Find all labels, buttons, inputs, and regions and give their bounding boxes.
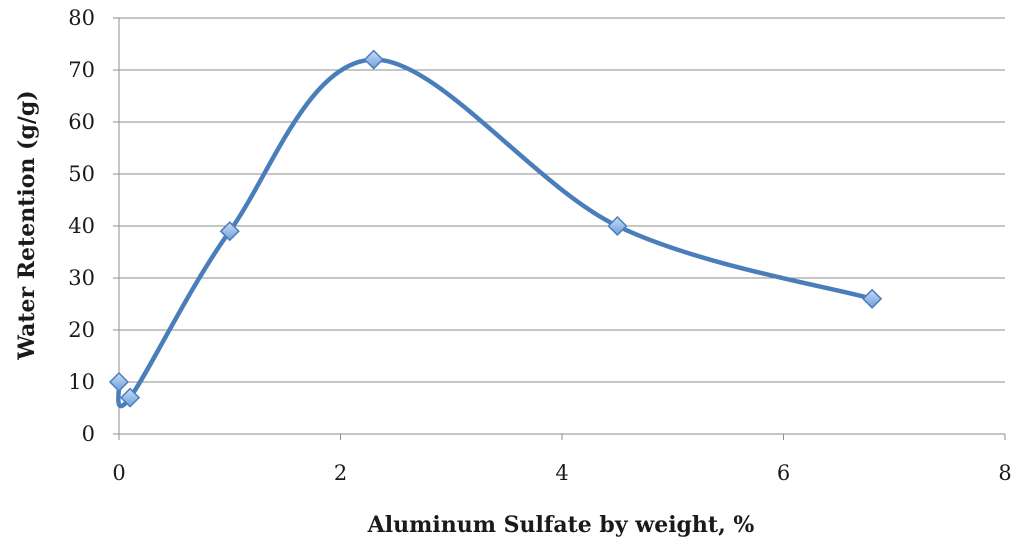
gridlines <box>119 17 1005 383</box>
x-axis-title: Aluminum Sulfate by weight, % <box>367 512 755 538</box>
tick-labels: 0 10 20 30 40 50 60 70 80 0 2 4 6 8 <box>68 6 1011 485</box>
y-tick-label: 20 <box>68 318 95 342</box>
data-point-marker <box>607 215 628 237</box>
data-point-marker <box>120 387 141 408</box>
x-tick-label: 0 <box>112 461 125 485</box>
y-tick-label: 70 <box>68 58 95 82</box>
y-tick-label: 40 <box>68 214 95 238</box>
x-tick-label: 8 <box>998 461 1011 485</box>
y-tick-label: 30 <box>68 266 95 290</box>
x-tick-label: 2 <box>334 461 347 485</box>
data-point-marker <box>219 221 240 242</box>
x-tick-label: 4 <box>555 461 568 485</box>
y-axis-title: Water Retention (g/g) <box>14 90 40 360</box>
data-point-marker <box>108 371 130 393</box>
y-tick-label: 80 <box>68 6 95 30</box>
data-point-marker <box>862 288 883 309</box>
x-tick-label: 6 <box>777 461 790 485</box>
series <box>108 49 883 409</box>
y-tick-label: 60 <box>68 110 95 134</box>
y-tick-label: 0 <box>82 422 95 446</box>
axes <box>113 17 1006 440</box>
y-tick-label: 10 <box>68 370 95 394</box>
series-line <box>116 57 875 409</box>
y-tick-label: 50 <box>68 162 95 186</box>
data-point-marker <box>363 49 384 70</box>
